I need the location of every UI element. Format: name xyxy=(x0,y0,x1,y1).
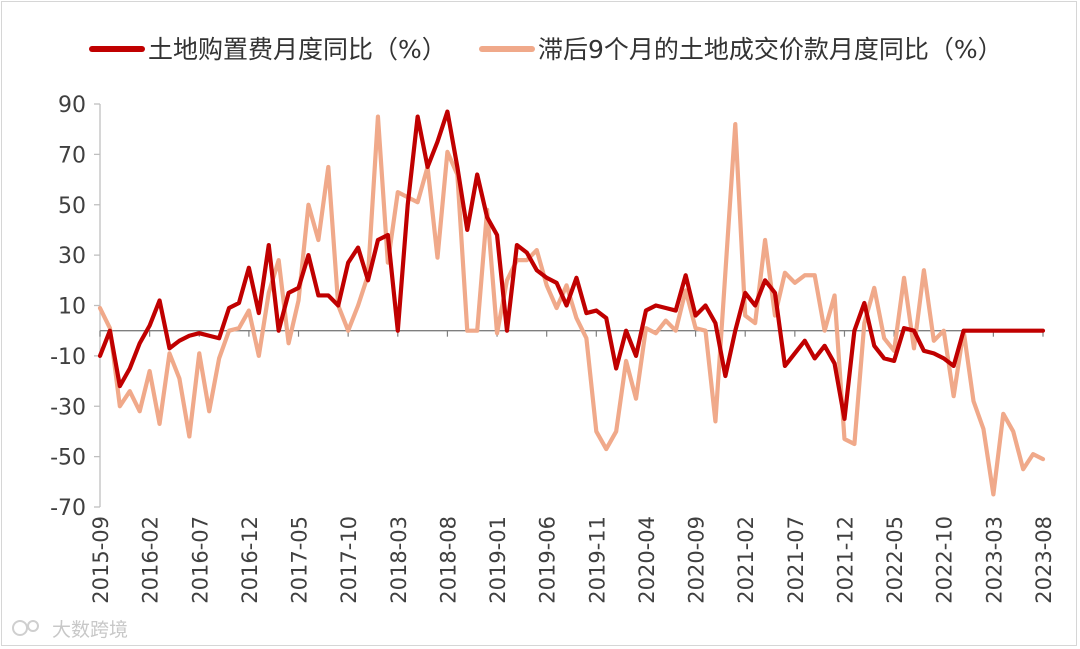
y-tick-label: 90 xyxy=(58,93,86,118)
y-tick-label: -70 xyxy=(50,496,86,521)
x-tick-label: 2018-08 xyxy=(436,516,460,604)
y-tick-label: -10 xyxy=(50,345,86,370)
x-tick-label: 2023-08 xyxy=(1032,516,1056,604)
x-tick-label: 2015-09 xyxy=(89,516,113,604)
x-tick-label: 2017-10 xyxy=(337,516,361,604)
x-tick-label: 2022-05 xyxy=(883,516,907,604)
x-tick-label: 2021-12 xyxy=(833,516,857,604)
x-tick-label: 2019-01 xyxy=(486,516,510,604)
x-tick-label: 2016-12 xyxy=(238,516,262,604)
x-tick-label: 2018-03 xyxy=(387,516,411,604)
watermark-logo-icon xyxy=(12,620,28,636)
y-tick-label: 50 xyxy=(58,194,86,219)
y-tick-label: 10 xyxy=(58,295,86,320)
x-tick-label: 2020-04 xyxy=(635,516,659,604)
x-tick-label: 2016-07 xyxy=(188,516,212,604)
y-tick-label: -30 xyxy=(50,395,86,420)
x-tick-label: 2021-02 xyxy=(734,516,758,604)
x-tick-label: 2022-10 xyxy=(933,516,957,604)
series-line-land-purchase-cost xyxy=(97,109,1046,421)
y-tick-label: -50 xyxy=(50,446,86,471)
x-tick-label: 2017-05 xyxy=(288,516,312,604)
legend: 土地购置费月度同比（%） 滞后9个月的土地成交价款月度同比（%） xyxy=(89,35,1003,64)
watermark-text: 大数跨境 xyxy=(52,619,128,641)
x-axis-ticks: 2015-09 2016-02 2016-07 2016-12 2017-05 2017-… xyxy=(89,330,1056,604)
y-tick-label: 30 xyxy=(58,244,86,269)
legend-label-land-purchase-cost: 土地购置费月度同比（%） xyxy=(148,35,447,64)
watermark-logo-icon-2 xyxy=(27,620,39,632)
series-lines xyxy=(97,109,1046,497)
y-axis-ticks: 90 70 50 30 10 -10 -30 -50 -70 xyxy=(50,93,100,521)
series-line-lagged-land-transaction xyxy=(97,114,1046,497)
x-tick-label: 2021-07 xyxy=(784,516,808,604)
x-tick-label: 2016-02 xyxy=(139,516,163,604)
watermark: 大数跨境 xyxy=(12,619,128,641)
y-tick-label: 70 xyxy=(58,143,86,168)
x-tick-label: 2023-03 xyxy=(982,516,1006,604)
x-tick-label: 2019-11 xyxy=(585,516,609,604)
legend-label-lagged-land-transaction: 滞后9个月的土地成交价款月度同比（%） xyxy=(538,35,1003,64)
x-tick-label: 2020-09 xyxy=(685,516,709,604)
x-tick-label: 2019-06 xyxy=(536,516,560,604)
